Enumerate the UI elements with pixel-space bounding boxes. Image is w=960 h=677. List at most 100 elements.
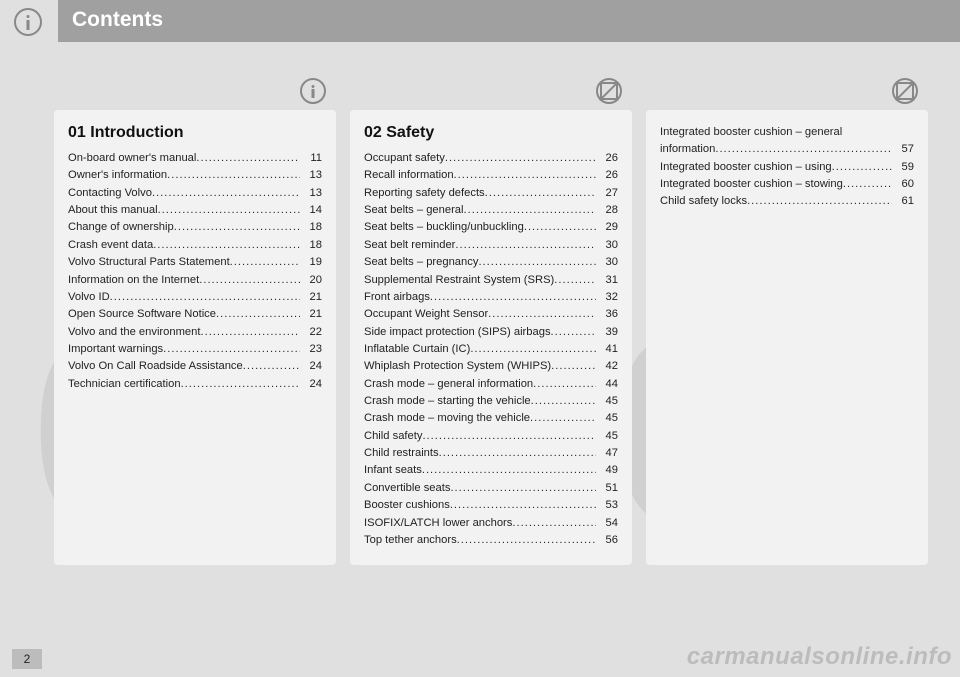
watermark: carmanualsonline.info <box>687 643 952 671</box>
column-2: Integrated booster cushion – generalinfo… <box>646 110 928 565</box>
toc-row: Seat belts – pregnancy30 <box>364 254 618 271</box>
toc-row: Volvo Structural Parts Statement19 <box>68 254 322 271</box>
toc-page: 13 <box>300 185 322 202</box>
toc-label: ISOFIX/LATCH lower anchors <box>364 515 512 532</box>
toc-row: Whiplash Protection System (WHIPS) 42 <box>364 358 618 375</box>
toc-row: Recall information26 <box>364 167 618 184</box>
section-title: 02 Safety <box>364 124 618 142</box>
toc-page: 26 <box>596 150 618 167</box>
header-bar: Contents <box>0 0 960 42</box>
toc-label: Booster cushions <box>364 497 450 514</box>
toc-dots <box>551 324 596 341</box>
toc-row: Contacting Volvo 13 <box>68 185 322 202</box>
toc-page: 36 <box>596 306 618 323</box>
toc-label: Volvo ID <box>68 289 110 306</box>
prohibition-icon <box>596 78 622 104</box>
toc-label: Child safety locks <box>660 193 747 210</box>
toc-page: 31 <box>596 272 618 289</box>
toc-page: 41 <box>596 341 618 358</box>
toc-dots <box>512 515 596 532</box>
toc-row: Child restraints47 <box>364 445 618 462</box>
toc-row: Volvo and the environment22 <box>68 324 322 341</box>
toc-label: Whiplash Protection System (WHIPS) <box>364 358 551 375</box>
prohibition-icon <box>892 78 918 104</box>
toc-page: 45 <box>596 428 618 445</box>
toc-page: 60 <box>892 176 914 193</box>
toc-row: Volvo On Call Roadside Assistance24 <box>68 358 322 375</box>
toc-label: Supplemental Restraint System (SRS) <box>364 272 554 289</box>
toc-page: 24 <box>300 358 322 375</box>
toc-dots <box>715 141 892 158</box>
toc-page: 11 <box>300 150 322 167</box>
toc-label: information <box>660 141 715 158</box>
toc-dots <box>485 185 596 202</box>
toc-label: Contacting Volvo <box>68 185 152 202</box>
toc-dots <box>747 193 892 210</box>
toc-page: 18 <box>300 237 322 254</box>
toc-dots <box>167 167 300 184</box>
toc-row: Crash mode – starting the vehicle45 <box>364 393 618 410</box>
toc-label: Crash mode – starting the vehicle <box>364 393 531 410</box>
toc-page: 23 <box>300 341 322 358</box>
toc-page: 39 <box>596 324 618 341</box>
toc-dots <box>454 167 596 184</box>
toc-row: Occupant Weight Sensor36 <box>364 306 618 323</box>
toc-row: Seat belt reminder30 <box>364 237 618 254</box>
toc-label: Infant seats <box>364 462 422 479</box>
toc-dots <box>422 428 596 445</box>
toc-dots <box>478 254 596 271</box>
toc-row: Integrated booster cushion – stowing 60 <box>660 176 914 193</box>
toc-label: Inflatable Curtain (IC) <box>364 341 470 358</box>
toc-dots <box>196 150 300 167</box>
toc-row: ISOFIX/LATCH lower anchors54 <box>364 515 618 532</box>
prohibition-icon <box>596 78 622 104</box>
toc-dots <box>439 445 596 462</box>
header-notch <box>0 0 58 42</box>
toc-row: Crash mode – moving the vehicle45 <box>364 410 618 427</box>
toc-row: Occupant safety26 <box>364 150 618 167</box>
toc-dots <box>843 176 892 193</box>
toc-label: Crash mode – moving the vehicle <box>364 410 530 427</box>
toc-row: Information on the Internet20 <box>68 272 322 289</box>
toc-dots <box>430 289 596 306</box>
toc-label: Reporting safety defects <box>364 185 485 202</box>
toc-dots <box>832 159 892 176</box>
toc-row: information57 <box>660 141 914 158</box>
toc-row: Inflatable Curtain (IC) 41 <box>364 341 618 358</box>
toc-label: Seat belts – buckling/unbuckling <box>364 219 524 236</box>
toc-page: 21 <box>300 306 322 323</box>
toc-row: Crash mode – general information44 <box>364 376 618 393</box>
toc-row: Front airbags32 <box>364 289 618 306</box>
toc-page: 19 <box>300 254 322 271</box>
toc-page: 30 <box>596 237 618 254</box>
toc-row: About this manual14 <box>68 202 322 219</box>
toc-dots <box>422 462 596 479</box>
section-title: 01 Introduction <box>68 124 322 142</box>
toc-label: Seat belts – pregnancy <box>364 254 478 271</box>
toc-dots <box>110 289 300 306</box>
prohibition-icon <box>892 78 918 104</box>
toc-row: Supplemental Restraint System (SRS) 31 <box>364 272 618 289</box>
toc-page: 51 <box>596 480 618 497</box>
toc-dots <box>200 324 300 341</box>
toc-row: Booster cushions53 <box>364 497 618 514</box>
toc-label: Technician certification <box>68 376 181 393</box>
toc-page: 42 <box>596 358 618 375</box>
toc-label: Side impact protection (SIPS) airbags <box>364 324 551 341</box>
toc-label: Front airbags <box>364 289 430 306</box>
toc-row: Seat belts – buckling/unbuckling29 <box>364 219 618 236</box>
toc-row: Child safety 45 <box>364 428 618 445</box>
toc-dots <box>445 150 596 167</box>
toc-dots <box>163 341 300 358</box>
page-title: Contents <box>72 8 163 32</box>
toc-page: 14 <box>300 202 322 219</box>
toc-row: Important warnings23 <box>68 341 322 358</box>
toc-page: 13 <box>300 167 322 184</box>
toc-dots <box>457 532 596 549</box>
toc-label: Integrated booster cushion – stowing <box>660 176 843 193</box>
toc-dots <box>243 358 300 375</box>
toc-label: Child safety <box>364 428 422 445</box>
toc-label: Owner's information <box>68 167 167 184</box>
toc-dots <box>152 185 300 202</box>
toc-dots <box>216 306 300 323</box>
